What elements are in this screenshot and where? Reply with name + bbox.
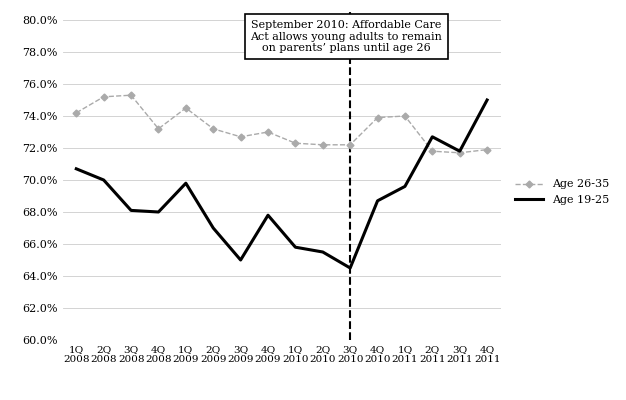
Age 19-25 [264,213,272,218]
Age 26-35 [210,126,217,131]
Text: September 2010: Affordable Care
Act allows young adults to remain
on parents’ pl: September 2010: Affordable Care Act allo… [250,20,442,53]
Age 19-25 [346,266,354,270]
Age 26-35 [237,134,244,139]
Age 19-25 [456,149,463,154]
Age 26-35 [429,149,436,154]
Age 26-35 [374,115,381,120]
Age 19-25 [100,178,108,182]
Age 19-25 [73,166,80,171]
Age 26-35 [127,93,135,98]
Age 26-35 [456,150,463,155]
Age 19-25 [127,208,135,213]
Line: Age 26-35: Age 26-35 [74,93,490,155]
Age 19-25 [210,226,217,230]
Age 26-35 [346,142,354,147]
Age 19-25 [319,250,327,254]
Age 26-35 [264,130,272,134]
Age 19-25 [155,210,162,214]
Age 26-35 [401,114,409,118]
Age 19-25 [401,184,409,189]
Age 26-35 [100,94,108,99]
Age 19-25 [429,134,436,139]
Age 19-25 [374,198,381,203]
Line: Age 19-25: Age 19-25 [76,100,487,268]
Age 26-35 [155,126,162,131]
Age 26-35 [483,147,491,152]
Age 26-35 [73,110,80,115]
Age 19-25 [292,245,299,250]
Legend: Age 26-35, Age 19-25: Age 26-35, Age 19-25 [511,175,613,210]
Age 26-35 [319,142,327,147]
Age 19-25 [237,258,244,262]
Age 19-25 [483,98,491,102]
Age 26-35 [292,141,299,146]
Age 26-35 [182,106,190,110]
Age 19-25 [182,181,190,186]
